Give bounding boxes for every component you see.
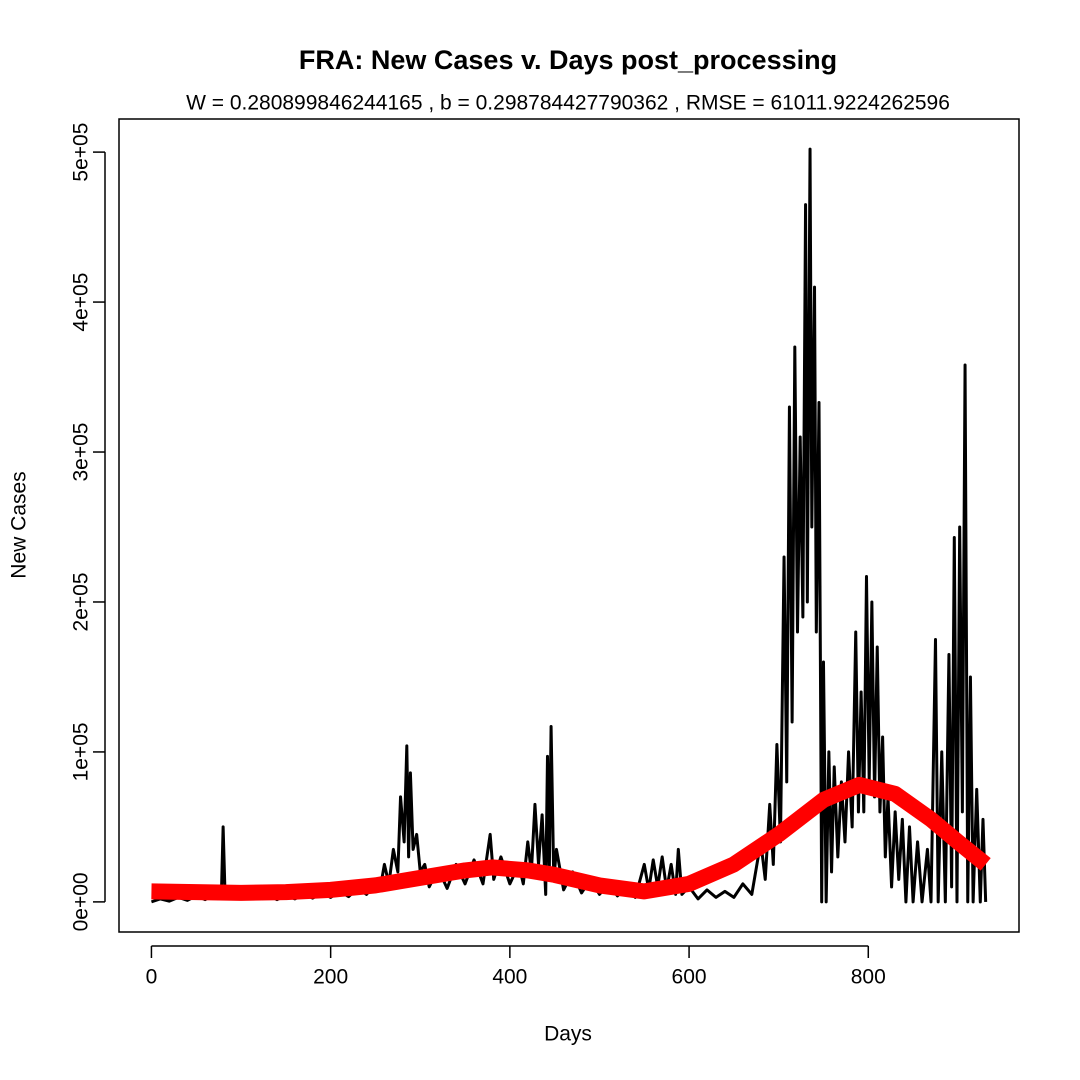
x-tick-label: 400 xyxy=(492,966,527,989)
y-tick-label: 4e+05 xyxy=(70,273,93,332)
x-tick-label: 0 xyxy=(146,966,158,989)
y-axis-label: New Cases xyxy=(8,471,31,578)
chart-subtitle: W = 0.280899846244165 , b = 0.2987844277… xyxy=(186,92,950,115)
x-tick-label: 600 xyxy=(672,966,707,989)
x-axis-label: Days xyxy=(544,1023,592,1046)
y-tick-label: 5e+05 xyxy=(70,123,93,182)
plot-frame xyxy=(118,118,1020,933)
chart-title: FRA: New Cases v. Days post_processing xyxy=(299,45,837,75)
y-tick-label: 0e+00 xyxy=(70,872,93,931)
y-tick-label: 3e+05 xyxy=(70,423,93,482)
y-tick-label: 1e+05 xyxy=(70,722,93,781)
x-tick-label: 200 xyxy=(313,966,348,989)
x-tick-label: 800 xyxy=(851,966,886,989)
plot-area xyxy=(150,147,991,904)
y-tick-label: 2e+05 xyxy=(70,572,93,631)
data-line xyxy=(151,776,991,901)
